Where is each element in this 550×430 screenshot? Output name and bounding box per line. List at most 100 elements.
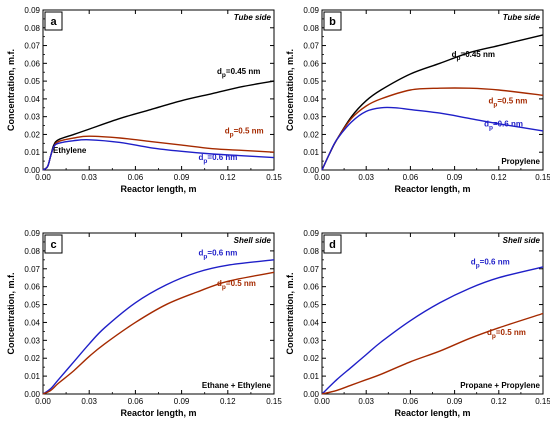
y-tick-label: 0.06 [24,283,40,292]
curve-label: dp=0.5 nm [487,328,526,340]
y-tick-label: 0.09 [24,229,40,238]
y-tick-label: 0.01 [303,372,319,381]
y-tick-label: 0.04 [24,95,40,104]
x-tick-label: 0.15 [266,173,282,182]
y-tick-label: 0.00 [24,390,40,399]
y-tick-label: 0.00 [303,390,319,399]
x-tick-label: 0.00 [314,397,330,406]
x-axis-title: Reactor length, m [120,408,196,418]
species-label: Propylene [501,157,540,166]
panel-letter-box [323,234,342,254]
x-tick-label: 0.12 [491,173,507,182]
x-axis-title: Reactor length, m [120,184,196,194]
panel-a: 0.00 0.01 0.02 0.03 0.04 0.05 0.06 0.07 0.08 0.09… [6,6,282,194]
y-tick-label: 0.08 [24,24,40,33]
y-tick-label: 0.04 [303,318,319,327]
y-tick-label: 0.01 [24,372,40,381]
panel-b: 0.00 0.01 0.02 0.03 0.04 0.05 0.06 0.07 0.08 0.09… [285,6,550,194]
y-tick-label: 0.05 [24,301,40,310]
y-tick-label: 0.07 [303,42,319,51]
curve-label: dp=0.5 nm [217,279,256,291]
plot-frame [321,232,544,395]
y-axis-title: Concentration, m.f. [285,272,295,354]
curve-label: dp=0.45 nm [217,67,260,79]
side-label: Tube side [234,13,272,22]
y-tick-label: 0.06 [303,59,319,68]
panel-c: 0.00 0.01 0.02 0.03 0.04 0.05 0.06 0.07 0.08 0.09… [6,229,282,418]
panel-letter: d [329,239,336,251]
side-label: Shell side [503,236,541,245]
y-tick-label: 0.07 [24,265,40,274]
curve-label: dp=0.5 nm [488,96,527,108]
panel-letter: b [329,16,336,28]
panel-letter-box [44,234,63,254]
y-tick-label: 0.02 [24,130,40,139]
curve-label: dp=0.5 nm [225,127,264,139]
y-tick-label: 0.02 [303,130,319,139]
y-tick-label: 0.08 [24,247,40,256]
y-axis-title: Concentration, m.f. [285,49,295,131]
y-tick-label: 0.03 [24,336,40,345]
y-tick-label: 0.00 [24,166,40,175]
species-label: Ethane + Ethylene [202,381,272,390]
series-line [42,80,275,171]
curve-label: dp=0.6 nm [484,119,523,131]
x-tick-label: 0.03 [81,173,97,182]
series-line [321,106,544,171]
panel-d: 0.00 0.01 0.02 0.03 0.04 0.05 0.06 0.07 0.08 0.09… [285,229,550,418]
y-tick-label: 0.08 [303,247,319,256]
x-tick-label: 0.09 [447,397,463,406]
y-tick-label: 0.00 [303,166,319,175]
y-tick-label: 0.03 [303,113,319,122]
y-tick-label: 0.05 [24,77,40,86]
x-tick-label: 0.12 [220,397,236,406]
y-tick-label: 0.06 [24,59,40,68]
x-axis-title: Reactor length, m [394,408,470,418]
series-line [42,139,275,171]
series-line [42,259,275,395]
plot-frame [42,232,275,395]
curve-label: dp=0.6 nm [471,257,510,269]
curve-label: dp=0.6 nm [199,153,238,165]
y-tick-label: 0.07 [303,265,319,274]
panel-letter-box [323,11,342,31]
x-tick-label: 0.15 [535,173,550,182]
x-tick-label: 0.00 [35,173,51,182]
x-tick-label: 0.06 [403,173,419,182]
curve-label: dp=0.45 nm [452,50,495,62]
y-tick-label: 0.08 [303,24,319,33]
x-tick-label: 0.09 [174,173,190,182]
side-label: Shell side [234,236,272,245]
y-tick-label: 0.02 [24,354,40,363]
x-tick-label: 0.09 [174,397,190,406]
species-label: Propane + Propylene [460,381,540,390]
y-axis-title: Concentration, m.f. [6,272,16,354]
y-tick-label: 0.03 [303,336,319,345]
x-tick-label: 0.03 [358,397,374,406]
y-tick-label: 0.01 [24,148,40,157]
y-axis-title: Concentration, m.f. [6,49,16,131]
panel-letter-box [44,11,63,31]
y-tick-label: 0.02 [303,354,319,363]
x-tick-label: 0.00 [314,173,330,182]
series-line [42,271,275,395]
y-tick-label: 0.04 [303,95,319,104]
panel-letter: a [50,16,57,28]
y-tick-label: 0.09 [24,6,40,15]
series-line [321,312,544,395]
y-tick-label: 0.09 [303,6,319,15]
side-label: Tube side [503,13,541,22]
y-tick-label: 0.03 [24,113,40,122]
x-tick-label: 0.03 [358,173,374,182]
x-tick-label: 0.15 [535,397,550,406]
y-tick-label: 0.05 [303,301,319,310]
x-tick-label: 0.12 [220,173,236,182]
y-tick-label: 0.09 [303,229,319,238]
series-line [321,266,544,395]
x-tick-label: 0.12 [491,397,507,406]
x-axis-title: Reactor length, m [394,184,470,194]
x-tick-label: 0.00 [35,397,51,406]
y-tick-label: 0.04 [24,318,40,327]
species-label: Ethylene [53,146,87,155]
y-tick-label: 0.01 [303,148,319,157]
